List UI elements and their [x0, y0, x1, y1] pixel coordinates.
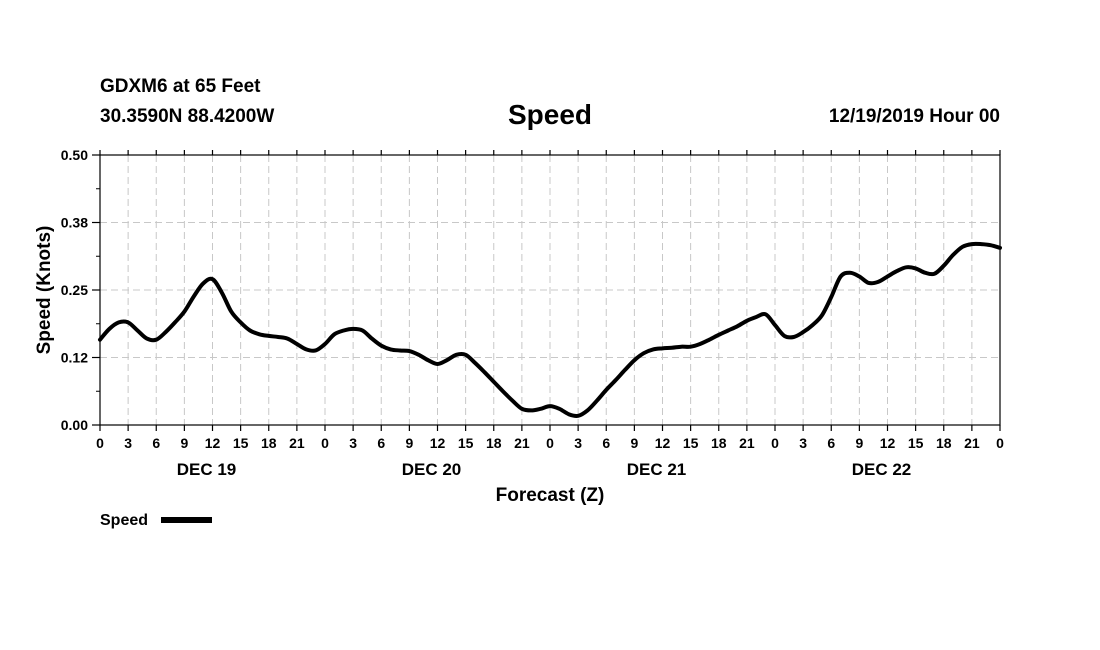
x-tick-label: 0: [96, 435, 104, 451]
forecast-datetime: 12/19/2019 Hour 00: [828, 106, 1000, 127]
x-tick-label: 12: [205, 435, 221, 451]
x-tick-label: 18: [711, 435, 727, 451]
station-label: GDXM6 at 65 Feet: [100, 76, 261, 97]
day-label: DEC 21: [627, 460, 687, 479]
speed-series-line: [98, 241, 1002, 418]
x-tick-label: 15: [233, 435, 249, 451]
x-tick-label: 6: [827, 435, 835, 451]
coordinates-label: 30.3590N 88.4200W: [100, 106, 275, 127]
y-tick-label: 0.12: [61, 350, 88, 366]
x-tick-label: 21: [964, 435, 980, 451]
x-tick-label: 3: [799, 435, 807, 451]
x-tick-label: 0: [321, 435, 329, 451]
x-tick-label: 18: [261, 435, 277, 451]
x-tick-label: 3: [124, 435, 132, 451]
x-tick-label: 6: [377, 435, 385, 451]
day-label: DEC 19: [177, 460, 237, 479]
chart-title: Speed: [507, 99, 593, 130]
x-axis-title: Forecast (Z): [496, 485, 605, 506]
x-tick-label: 18: [486, 435, 502, 451]
x-tick-label: 12: [880, 435, 896, 451]
x-tick-label: 12: [655, 435, 671, 451]
plot-frame: [99, 154, 1001, 426]
x-tick-label: 18: [936, 435, 952, 451]
x-tick-label: 9: [180, 435, 188, 451]
x-tick-label: 3: [349, 435, 357, 451]
grid-lines: [100, 155, 1000, 425]
x-tick-label: 12: [430, 435, 446, 451]
x-tick-label: 6: [602, 435, 610, 451]
x-tick-label: 15: [908, 435, 924, 451]
x-tick-label: 21: [289, 435, 305, 451]
y-axis-title: Speed (Knots): [34, 226, 55, 355]
x-tick-label: 9: [630, 435, 638, 451]
y-tick-label: 0.00: [61, 417, 88, 433]
x-tick-label: 0: [996, 435, 1004, 451]
y-tick-label: 0.25: [61, 282, 88, 298]
x-tick-label: 15: [458, 435, 474, 451]
x-tick-label: 21: [514, 435, 530, 451]
day-label: DEC 20: [402, 460, 462, 479]
legend-label: Speed: [100, 512, 148, 529]
x-tick-label: 6: [152, 435, 160, 451]
y-tick-label: 0.50: [61, 147, 88, 163]
x-tick-label: 0: [546, 435, 554, 451]
legend: Speed: [100, 512, 212, 529]
day-label: DEC 22: [852, 460, 912, 479]
axis-labels: 0.00 0.12 0.25 0.38 0.50 0 3 6 9 12 15 18 21 0 3 6 9 12 15…: [61, 147, 1004, 479]
x-tick-label: 9: [405, 435, 413, 451]
y-tick-label: 0.38: [61, 215, 88, 231]
x-tick-label: 21: [739, 435, 755, 451]
axis-ticks: [92, 150, 1001, 431]
x-tick-label: 15: [683, 435, 699, 451]
x-tick-label: 9: [855, 435, 863, 451]
x-tick-label: 3: [574, 435, 582, 451]
x-tick-label: 0: [771, 435, 779, 451]
